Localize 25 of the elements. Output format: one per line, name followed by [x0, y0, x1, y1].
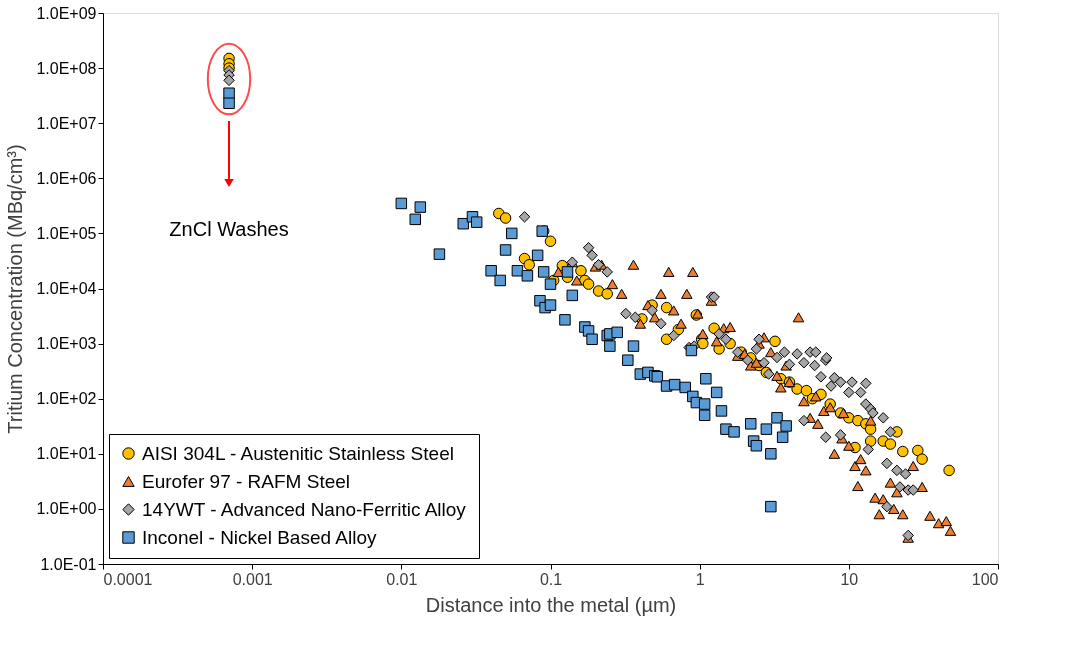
x-tick-label: 0.01: [386, 570, 418, 588]
x-tick-label: 0.001: [232, 570, 273, 588]
annotation: ZnCl Washes: [169, 218, 289, 240]
y-tick-label: 1.0E+03: [36, 335, 97, 353]
x-axis-title: Distance into the metal (µm): [425, 593, 677, 616]
y-tick-label: 1.0E-01: [40, 555, 97, 573]
y-tick-label: 1.0E+01: [36, 445, 97, 463]
x-tick-label: 0.1: [539, 570, 563, 588]
y-tick-label: 1.0E+09: [36, 4, 97, 22]
legend-label: Eurofer 97 - RAFM Steel: [142, 470, 351, 492]
y-tick-label: 1.0E+08: [36, 59, 97, 77]
y-axis-title: Tritium Concentration (MBq/cm³): [4, 144, 27, 434]
x-tick-label: 1: [695, 570, 705, 588]
y-tick-label: 1.0E+05: [36, 224, 97, 242]
legend-label: 14YWT - Advanced Nano-Ferritic Alloy: [142, 498, 467, 520]
y-tick-label: 1.0E+07: [36, 114, 97, 132]
legend-label: AISI 304L - Austenitic Stainless Steel: [142, 442, 454, 464]
x-tick-label: 100: [971, 570, 999, 588]
y-tick-label: 1.0E+00: [36, 500, 97, 518]
x-tick-label: 10: [840, 570, 859, 588]
y-tick-label: 1.0E+04: [36, 280, 97, 297]
y-tick-label: 1.0E+02: [36, 390, 97, 408]
y-tick-label: 1.0E+06: [36, 169, 97, 187]
x-tick-label: 0.0001: [103, 570, 153, 588]
legend-label: Inconel - Nickel Based Alloy: [142, 526, 377, 548]
